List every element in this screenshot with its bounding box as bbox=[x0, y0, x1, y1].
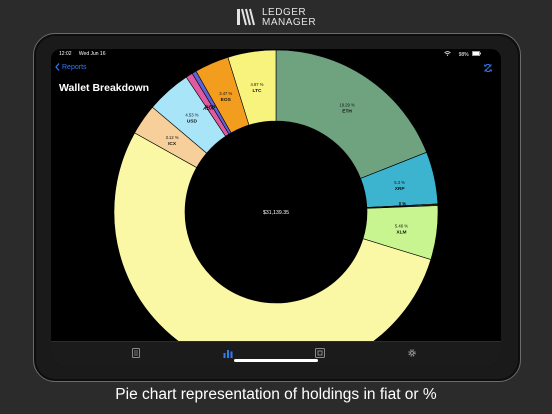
status-time: 12:02 bbox=[59, 51, 72, 57]
gear-icon bbox=[408, 349, 416, 357]
slice-name-label: XRP bbox=[395, 186, 406, 192]
tab-scan[interactable] bbox=[313, 346, 327, 360]
slice-name-label: NANO bbox=[205, 104, 219, 110]
tab-documents[interactable] bbox=[129, 346, 143, 360]
slice-name-label: ADA bbox=[203, 106, 214, 112]
ledger-manager-logo-icon bbox=[237, 8, 255, 26]
slice-percent-label: 0 % bbox=[399, 202, 406, 207]
tab-bar bbox=[51, 341, 501, 365]
bar-chart-icon bbox=[223, 349, 233, 358]
slice-name-label: LTC bbox=[253, 88, 263, 94]
slice-name-label: EOS bbox=[221, 97, 232, 103]
page-title: Wallet Breakdown bbox=[59, 82, 150, 94]
back-button-label: Reports bbox=[62, 63, 87, 71]
pie-slice-ltc[interactable] bbox=[227, 49, 277, 126]
slice-percent-label: 3.12 % bbox=[166, 135, 179, 140]
slice-percent-label: 5.46 % bbox=[395, 223, 408, 228]
slice-percent-label: 5.3 % bbox=[394, 180, 405, 185]
pie-slice-eth[interactable] bbox=[275, 49, 427, 179]
tab-settings[interactable] bbox=[405, 346, 419, 360]
slice-name-label: ETH bbox=[342, 108, 352, 114]
pie-slice-btc[interactable] bbox=[113, 132, 432, 365]
document-icon bbox=[132, 348, 140, 358]
chevron-left-icon bbox=[55, 63, 60, 71]
brand-name-line1: LEDGER bbox=[262, 7, 307, 18]
slice-name-label: USD bbox=[187, 118, 198, 124]
slice-name-label: XLM bbox=[396, 229, 406, 235]
navigation-bar: Reports bbox=[55, 63, 495, 75]
wifi-icon bbox=[444, 51, 451, 58]
home-indicator bbox=[234, 359, 318, 362]
status-date: Wed Jun 16 bbox=[78, 51, 106, 57]
brand-header: LEDGER MANAGER bbox=[0, 6, 552, 28]
slice-name-label: ICX bbox=[168, 141, 177, 147]
brand-name-line2: MANAGER bbox=[262, 17, 317, 28]
slice-percent-label: 4.87 % bbox=[250, 82, 263, 87]
slice-percent-label: 0 % bbox=[399, 201, 406, 206]
donut-center-total: $31,139.35 bbox=[263, 210, 289, 216]
scan-icon bbox=[315, 348, 325, 358]
battery-icon bbox=[472, 51, 481, 58]
back-button[interactable]: Reports bbox=[55, 63, 87, 71]
status-indicators: 98% bbox=[444, 51, 487, 58]
tab-charts[interactable] bbox=[221, 346, 235, 360]
slice-percent-label: 19.29 % bbox=[339, 102, 355, 107]
status-bar: 12:02 Wed Jun 16 98% bbox=[59, 51, 493, 61]
app-screen: 12:02 Wed Jun 16 98% Reports Wallet Brea… bbox=[51, 49, 501, 365]
battery-percent: 98% bbox=[458, 52, 469, 58]
promo-caption: Pie chart representation of holdings in … bbox=[115, 386, 437, 403]
slice-percent-label: 4.53 % bbox=[185, 112, 198, 117]
slice-percent-label: 3.47 % bbox=[219, 91, 232, 96]
sync-icon[interactable] bbox=[483, 63, 493, 73]
